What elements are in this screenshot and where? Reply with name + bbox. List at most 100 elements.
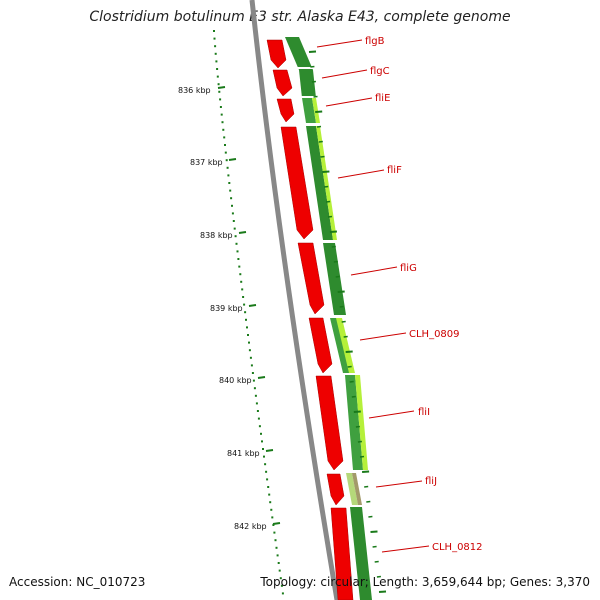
- scale-major-tick: [257, 376, 266, 379]
- scale-dot: [216, 75, 219, 78]
- genome-title: Clostridium botulinum E3 str. Alaska E43…: [89, 9, 511, 25]
- scale-dot: [248, 341, 250, 344]
- outer-tick: [311, 80, 316, 83]
- scale-dot: [245, 318, 247, 321]
- outer-tick: [341, 320, 346, 323]
- scale-dot: [219, 98, 222, 101]
- scale-dot: [278, 569, 281, 572]
- scale-dot: [280, 584, 283, 587]
- scale-dot: [276, 554, 279, 557]
- scale-dot: [266, 478, 269, 481]
- scale-dot: [241, 288, 244, 291]
- scale-major-tick: [228, 158, 237, 161]
- gene-arrow-fliF[interactable]: [280, 126, 314, 240]
- scale-dot: [261, 440, 263, 443]
- gene-label-fliE[interactable]: fliE: [375, 93, 390, 104]
- outer-tick: [318, 140, 323, 143]
- outer-tick: [337, 290, 345, 293]
- scale-dot: [247, 334, 249, 336]
- scale-dot: [256, 410, 259, 412]
- scale-dot: [232, 220, 235, 222]
- scale-dot: [275, 546, 278, 549]
- scale-dot: [234, 235, 237, 238]
- scale-dot: [258, 425, 261, 428]
- scale-dot: [274, 539, 277, 542]
- scale-dot: [254, 394, 257, 397]
- accession-text: Accession: NC_010723: [9, 575, 146, 589]
- outer-tick: [331, 245, 336, 248]
- scale-major-tick: [248, 304, 257, 307]
- scale-dot: [240, 280, 243, 283]
- scale-label: 841 kbp: [227, 449, 260, 458]
- gene-label-fliJ[interactable]: fliJ: [425, 476, 437, 487]
- scale-dot: [218, 90, 221, 93]
- scale-dot: [250, 364, 253, 367]
- scale-dot: [257, 417, 260, 420]
- scale-label: 840 kbp: [219, 376, 252, 385]
- outer-tick: [315, 110, 323, 113]
- gene-label-fliI[interactable]: fliI: [418, 407, 430, 418]
- scale-label: 842 kbp: [234, 522, 267, 531]
- gene-labels: flgB flgC fliE fliF fliG CLH_0809 fliI f…: [316, 36, 483, 553]
- outer-tick: [308, 50, 317, 53]
- scale-dot: [267, 486, 270, 488]
- outer-tick: [322, 170, 330, 173]
- gene-arrow-CLH_0809[interactable]: [308, 317, 333, 374]
- scale-major-tick: [272, 522, 281, 525]
- outer-tick: [339, 305, 344, 308]
- genome-backbone: [249, 0, 340, 600]
- outer-tick: [376, 575, 381, 578]
- gene-arrow-fliI[interactable]: [315, 375, 344, 471]
- scale-dot: [213, 37, 216, 40]
- scale-dot: [227, 174, 230, 177]
- outer-tick: [362, 470, 370, 473]
- outer-tick: [355, 425, 360, 428]
- scale-dot: [226, 166, 229, 169]
- outer-tick: [324, 185, 329, 188]
- scale-dot: [215, 60, 218, 63]
- outer-tick: [351, 395, 356, 398]
- scale-dot: [277, 562, 280, 564]
- gene-label-CLH_0812[interactable]: CLH_0812: [432, 542, 483, 553]
- scale-dot: [222, 128, 225, 131]
- gene-arrow-fliJ[interactable]: [326, 473, 345, 506]
- gene-arrow-fliG[interactable]: [297, 242, 325, 315]
- scale-dot: [231, 204, 233, 207]
- outer-tick: [320, 155, 325, 158]
- outer-tick: [310, 65, 315, 68]
- gene-arrow-flgB[interactable]: [266, 39, 287, 69]
- scale-dot: [255, 402, 258, 405]
- scale-dot: [269, 501, 272, 504]
- outer-tick: [368, 515, 373, 518]
- scale-dot: [217, 83, 220, 86]
- scale-dot: [220, 113, 223, 116]
- gene-label-fliF[interactable]: fliF: [387, 165, 402, 176]
- gene-arrow-CLH_0812[interactable]: [330, 507, 354, 600]
- gene-track: [266, 39, 354, 600]
- gene-arrow-flgC[interactable]: [272, 69, 293, 97]
- gene-label-flgC[interactable]: flgC: [370, 66, 390, 77]
- scale-major-tick: [265, 449, 274, 452]
- outer-tick: [345, 350, 353, 353]
- scale-label: 837 kbp: [190, 158, 223, 167]
- genome-summary-text: Topology: circular; Length: 3,659,644 bp…: [260, 575, 590, 589]
- scale-dot: [214, 52, 217, 55]
- scale-dot: [253, 387, 256, 390]
- scale-dot: [238, 265, 241, 268]
- outer-tick: [343, 335, 348, 338]
- outer-tick: [329, 230, 337, 233]
- scale-major-tick: [217, 86, 226, 89]
- scale-dot: [249, 356, 252, 359]
- scale-dot: [268, 493, 271, 496]
- scale-dot: [228, 182, 231, 184]
- scale-dot: [246, 326, 248, 329]
- gene-label-CLH_0809[interactable]: CLH_0809: [409, 329, 460, 340]
- scale-dot: [263, 455, 265, 458]
- scale-dot: [272, 524, 275, 526]
- outer-tick: [374, 560, 379, 563]
- gene-label-flgB[interactable]: flgB: [365, 36, 385, 47]
- scale-label: 836 kbp: [178, 86, 211, 95]
- gene-label-fliG[interactable]: fliG: [400, 263, 417, 274]
- scale-dot: [271, 516, 274, 519]
- gene-arrow-fliE[interactable]: [276, 98, 295, 123]
